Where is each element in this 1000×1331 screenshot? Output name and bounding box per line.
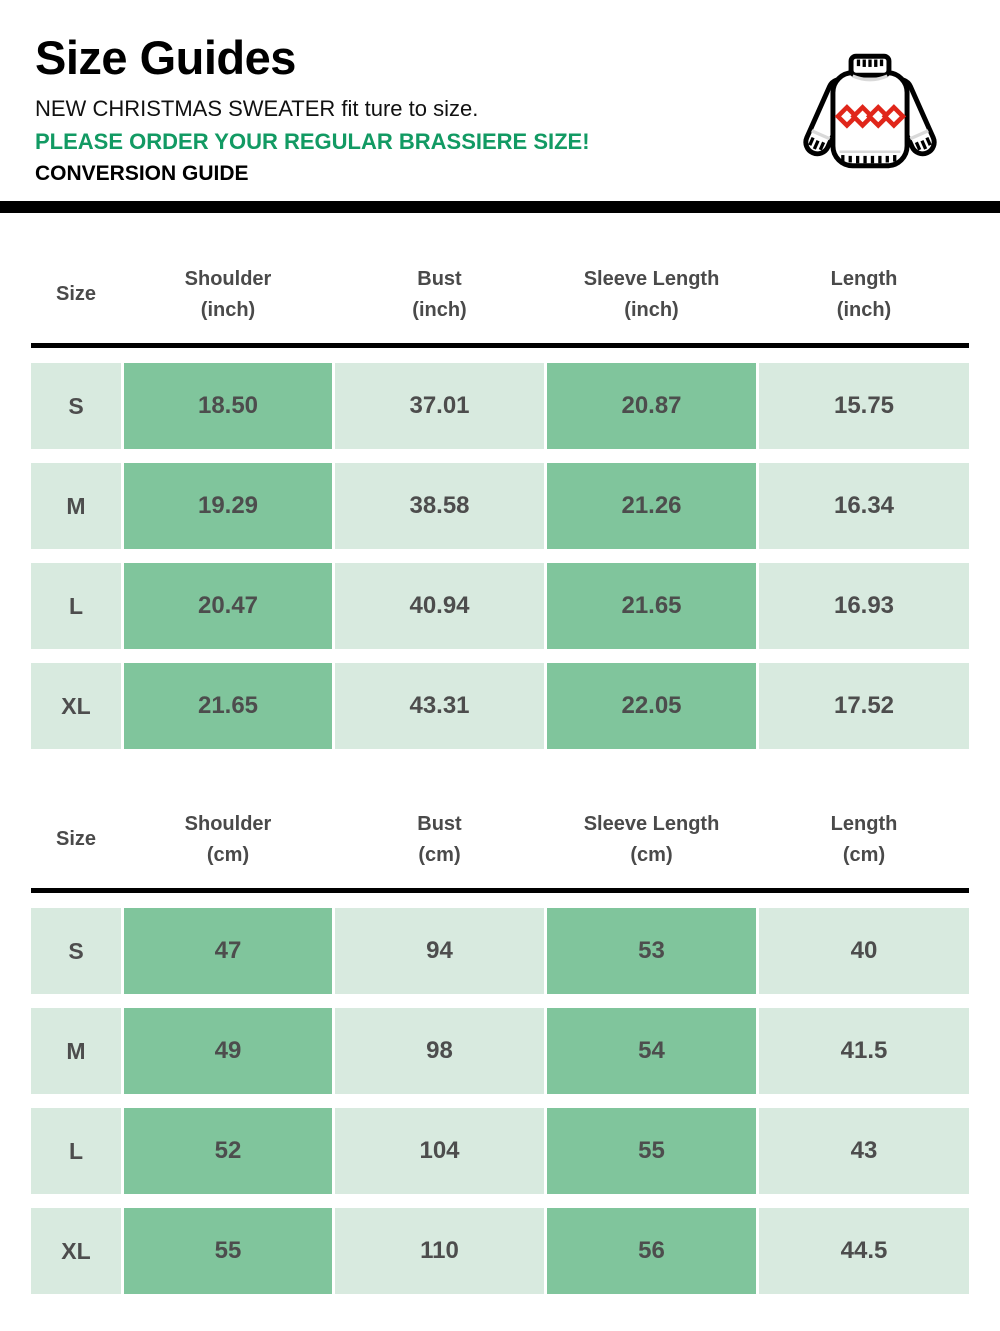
- order-notice: PLEASE ORDER YOUR REGULAR BRASSIERE SIZE…: [35, 129, 590, 154]
- size-label: M: [31, 463, 121, 549]
- size-label: L: [31, 563, 121, 649]
- column-header-shoulder: Shoulder (cm): [184, 812, 272, 866]
- table-body: S 47 94 53 40 M 49 98 54 41.5 L 52 104 5…: [31, 908, 969, 1294]
- sleeve-length-value: 21.65: [547, 563, 756, 649]
- bust-value: 104: [335, 1108, 544, 1194]
- table-header-row: Size Shoulder (inch) Bust (inch) Sleeve Le…: [31, 246, 969, 343]
- length-value: 16.34: [759, 463, 969, 549]
- table-body: S 18.50 37.01 20.87 15.75 M 19.29 38.58 …: [31, 363, 969, 749]
- size-label: M: [31, 1008, 121, 1094]
- bust-value: 38.58: [335, 463, 544, 549]
- sleeve-length-value: 56: [547, 1208, 756, 1294]
- header-divider: [31, 343, 969, 348]
- subtitle: NEW CHRISTMAS SWEATER fit ture to size.: [35, 96, 479, 121]
- shoulder-value: 47: [124, 908, 332, 994]
- length-value: 16.93: [759, 563, 969, 649]
- column-header-sleeve-length: Sleeve Length (inch): [583, 267, 720, 321]
- column-header-bust: Bust (cm): [417, 812, 462, 866]
- conversion-guide-label: CONVERSION GUIDE: [35, 162, 249, 185]
- page-title: Size Guides: [35, 31, 296, 84]
- sweater-icon: [803, 53, 937, 169]
- column-header-shoulder: Shoulder (inch): [184, 267, 272, 321]
- size-label: S: [31, 363, 121, 449]
- sleeve-length-value: 54: [547, 1008, 756, 1094]
- diamond-pattern: [834, 104, 907, 129]
- sleeve-length-value: 20.87: [547, 363, 756, 449]
- size-label: XL: [31, 1208, 121, 1294]
- bust-value: 110: [335, 1208, 544, 1294]
- page-header: Size Guides NEW CHRISTMAS SWEATER fit tu…: [0, 0, 1000, 186]
- size-label: XL: [31, 663, 121, 749]
- bust-value: 98: [335, 1008, 544, 1094]
- length-value: 17.52: [759, 663, 969, 749]
- length-value: 41.5: [759, 1008, 969, 1094]
- size-table-cm: Size Shoulder (cm) Bust (cm) Sleeve Length…: [31, 791, 969, 1294]
- shoulder-value: 21.65: [124, 663, 332, 749]
- sleeve-length-value: 21.26: [547, 463, 756, 549]
- size-label: L: [31, 1108, 121, 1194]
- column-header-length: Length (cm): [830, 812, 898, 866]
- bust-value: 43.31: [335, 663, 544, 749]
- length-value: 40: [759, 908, 969, 994]
- bust-value: 40.94: [335, 563, 544, 649]
- column-header-sleeve-length: Sleeve Length (cm): [583, 812, 720, 866]
- top-divider-band: [0, 201, 1000, 213]
- shoulder-value: 19.29: [124, 463, 332, 549]
- shoulder-value: 52: [124, 1108, 332, 1194]
- length-value: 15.75: [759, 363, 969, 449]
- shoulder-value: 49: [124, 1008, 332, 1094]
- sleeve-length-value: 55: [547, 1108, 756, 1194]
- size-table-inch: Size Shoulder (inch) Bust (inch) Sleeve Le…: [31, 246, 969, 749]
- column-header-size: Size: [55, 283, 97, 305]
- table-header-row: Size Shoulder (cm) Bust (cm) Sleeve Length…: [31, 791, 969, 888]
- shoulder-value: 18.50: [124, 363, 332, 449]
- length-value: 43: [759, 1108, 969, 1194]
- shoulder-value: 55: [124, 1208, 332, 1294]
- column-header-length: Length (inch): [830, 267, 898, 321]
- length-value: 44.5: [759, 1208, 969, 1294]
- sleeve-length-value: 53: [547, 908, 756, 994]
- bust-value: 37.01: [335, 363, 544, 449]
- shoulder-value: 20.47: [124, 563, 332, 649]
- column-header-bust: Bust (inch): [412, 267, 467, 321]
- header-divider: [31, 888, 969, 893]
- sleeve-length-value: 22.05: [547, 663, 756, 749]
- size-label: S: [31, 908, 121, 994]
- bust-value: 94: [335, 908, 544, 994]
- column-header-size: Size: [55, 828, 97, 850]
